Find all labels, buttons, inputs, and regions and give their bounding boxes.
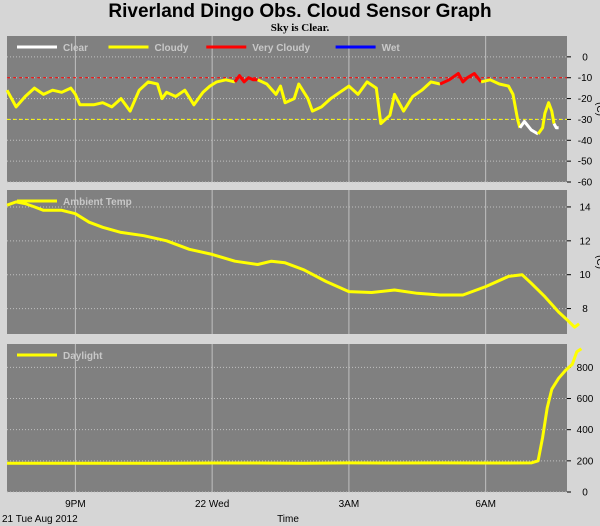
date-label: 21 Tue Aug 2012 bbox=[2, 514, 78, 525]
y-tick-label: 8 bbox=[582, 304, 588, 315]
legend-label: Clear bbox=[63, 43, 88, 54]
y-tick-label: -50 bbox=[578, 157, 593, 168]
y-axis-label: (C) bbox=[594, 255, 600, 269]
sky-temp-line-clear bbox=[552, 122, 559, 130]
y-tick-label: 200 bbox=[577, 456, 594, 467]
legend-label: Cloudy bbox=[155, 43, 189, 54]
y-tick-label: -40 bbox=[578, 136, 593, 147]
y-tick-label: 400 bbox=[577, 425, 594, 436]
y-tick-label: -60 bbox=[578, 178, 593, 189]
y-axis-label: (C) bbox=[594, 102, 600, 116]
legend-label: Daylight bbox=[63, 351, 103, 362]
sky-temp-line-cloudy bbox=[480, 78, 522, 129]
daylight-panel bbox=[7, 344, 567, 492]
sky-temp-line-clear bbox=[518, 120, 539, 136]
sky-temp-line-cloudy bbox=[536, 101, 556, 135]
y-tick-label: -20 bbox=[578, 94, 593, 105]
x-axis-title: Time bbox=[277, 514, 299, 525]
y-tick-label: 600 bbox=[577, 394, 594, 405]
sky-temp-line-very_cloudy bbox=[233, 74, 258, 84]
daylight-line bbox=[7, 347, 583, 465]
sky-temp-line-cloudy bbox=[257, 78, 441, 126]
page-title: Riverland Dingo Obs. Cloud Sensor Graph bbox=[108, 1, 492, 22]
y-tick-label: 10 bbox=[579, 270, 591, 281]
y-tick-label: 0 bbox=[582, 52, 588, 63]
legend-label: Wet bbox=[382, 43, 401, 54]
y-tick-label: 12 bbox=[579, 236, 591, 247]
sky-status-subtitle: Sky is Clear. bbox=[270, 22, 330, 34]
y-tick-label: -30 bbox=[578, 115, 593, 126]
x-tick-label: 22 Wed bbox=[195, 499, 229, 510]
ambient-temp-line bbox=[6, 200, 581, 329]
sky-temp-line-cloudy bbox=[5, 78, 236, 113]
legend-label: Ambient Temp bbox=[63, 197, 132, 208]
y-tick-label: -10 bbox=[578, 73, 593, 84]
sky-temp-panel bbox=[7, 36, 567, 182]
legend-label: Very Cloudy bbox=[252, 43, 310, 54]
x-tick-label: 9PM bbox=[65, 499, 86, 510]
y-tick-label: 14 bbox=[579, 202, 591, 213]
x-tick-label: 3AM bbox=[339, 499, 360, 510]
y-tick-label: 0 bbox=[582, 488, 588, 499]
y-tick-label: 800 bbox=[577, 363, 594, 374]
x-tick-label: 6AM bbox=[475, 499, 496, 510]
sky-temp-line-very_cloudy bbox=[439, 72, 483, 86]
